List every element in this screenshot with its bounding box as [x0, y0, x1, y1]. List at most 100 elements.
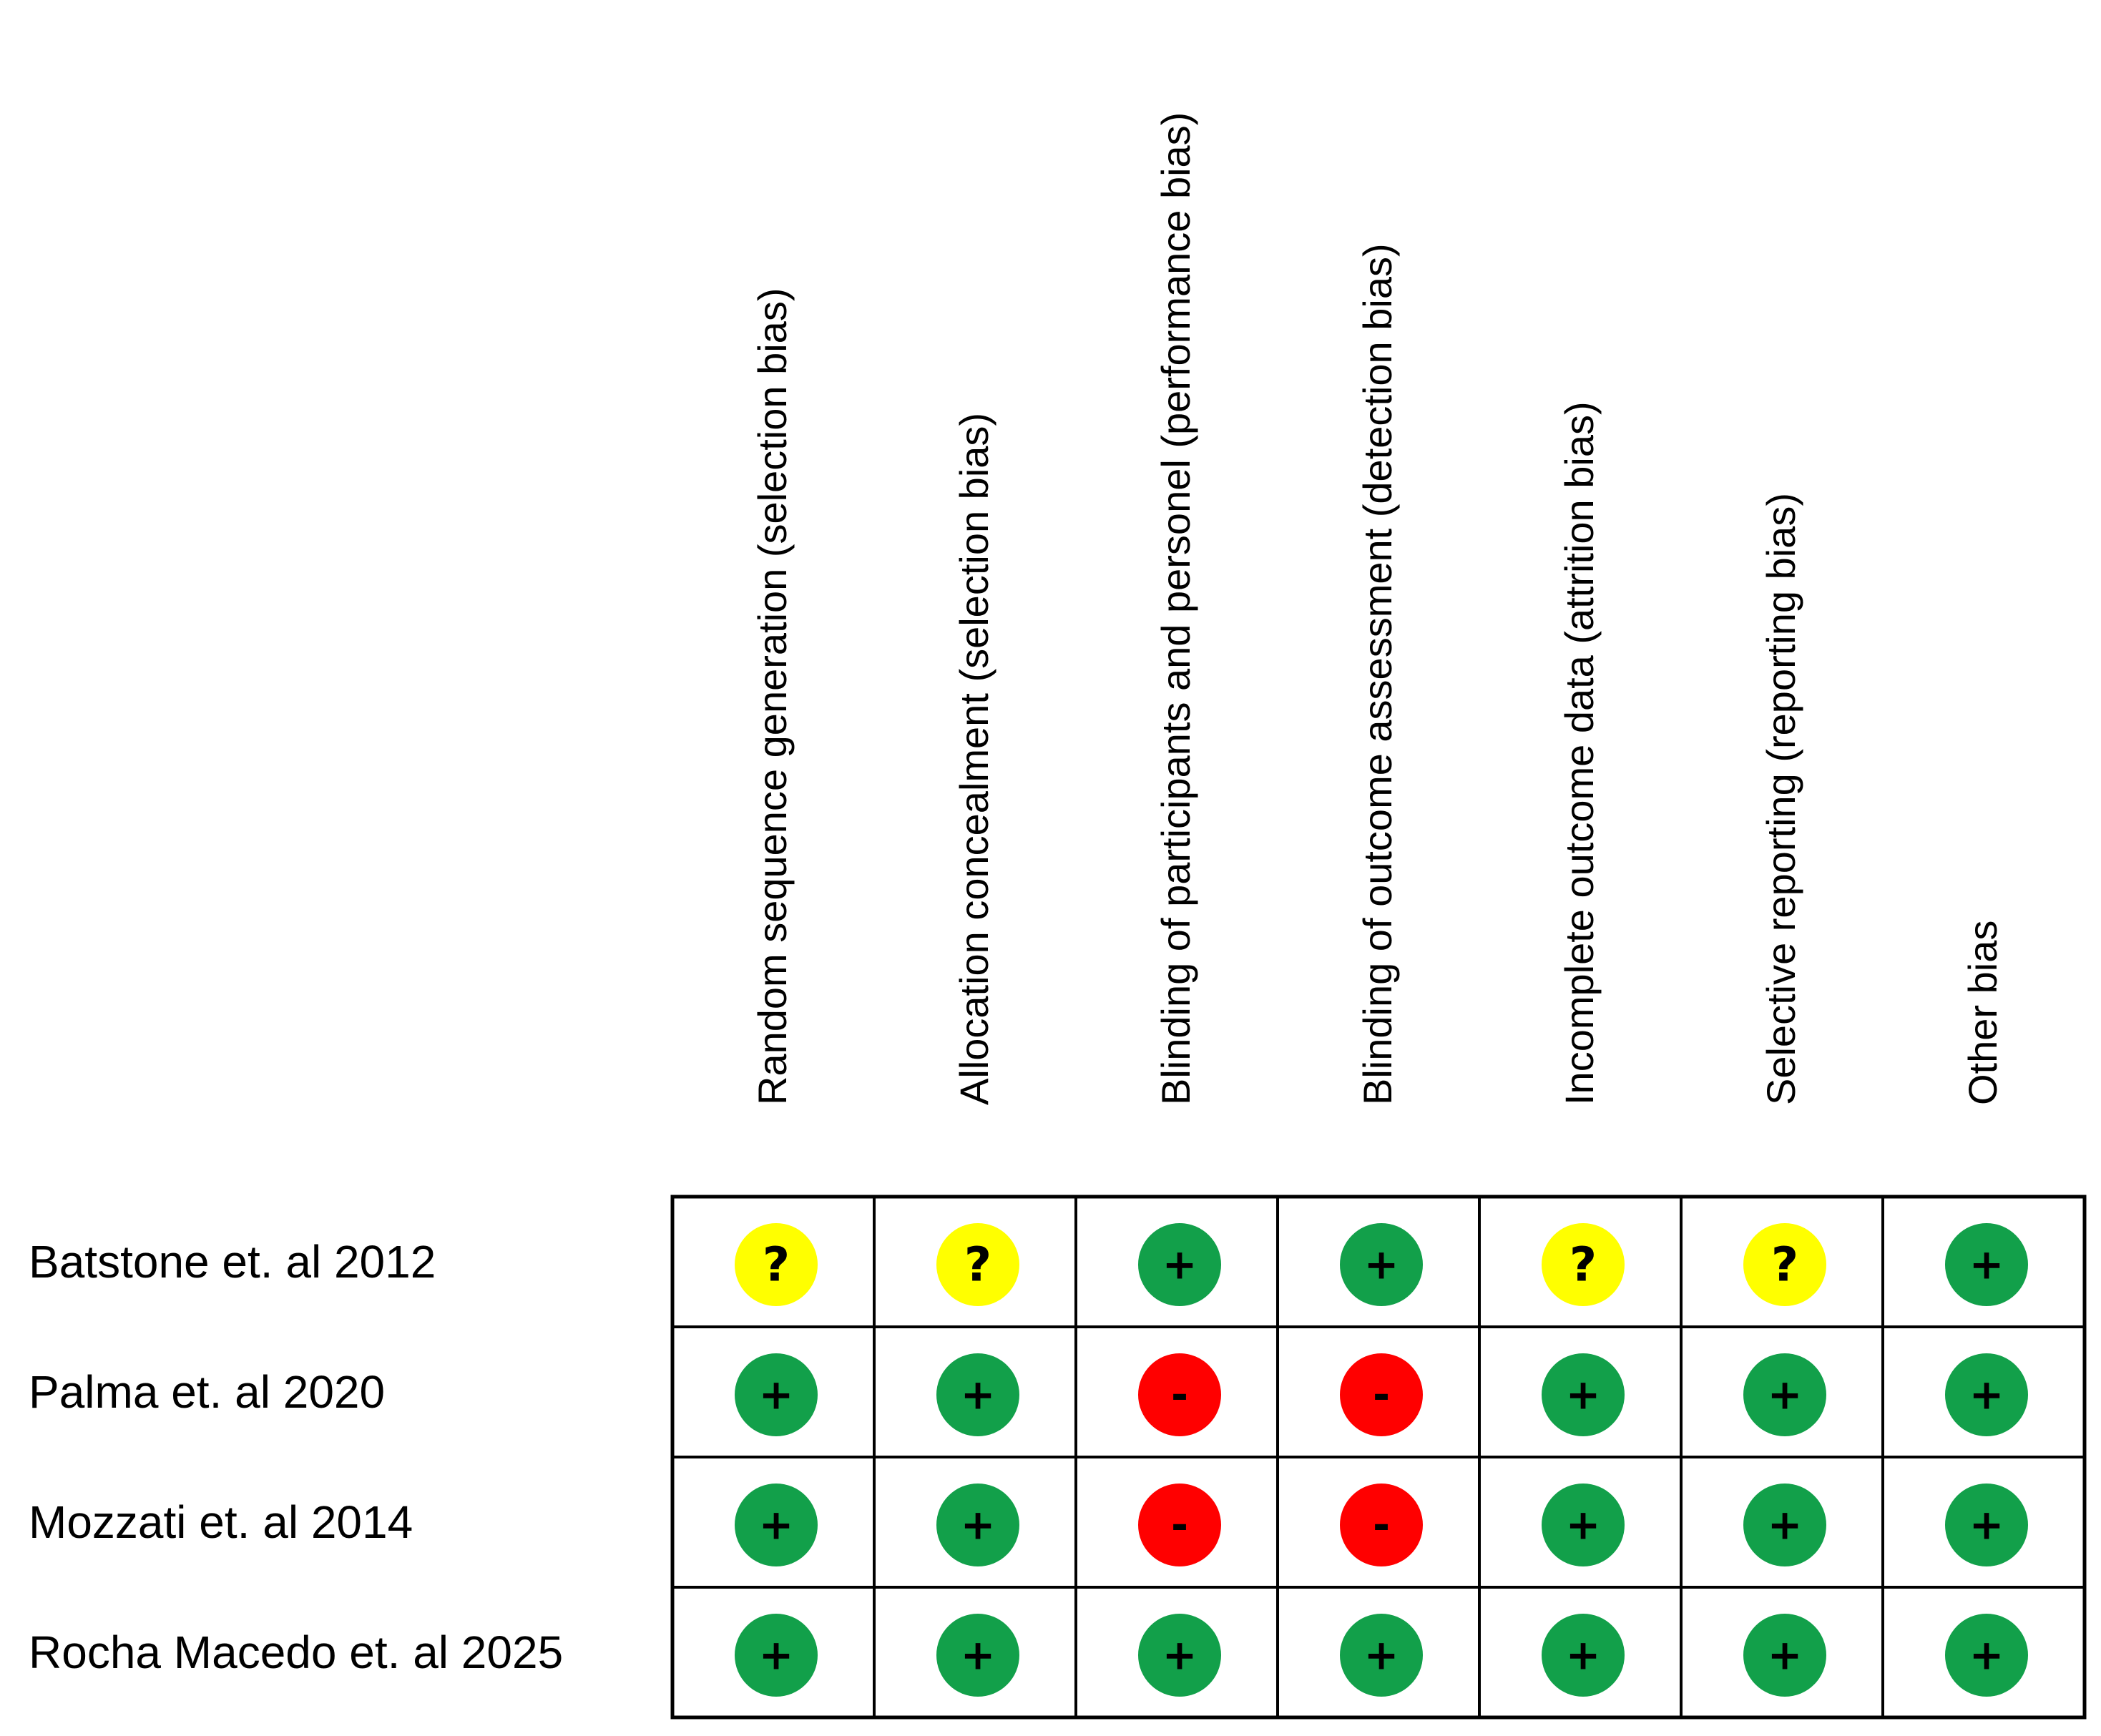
column-label-allocation-concealment-selection-bias: Allocation concealment (selection bias): [951, 413, 996, 1105]
judgement-mark-low-risk: +: [735, 1353, 818, 1436]
low-risk-symbol: +: [961, 1631, 996, 1679]
low-risk-symbol: +: [1364, 1631, 1399, 1679]
unclear-risk-circle: [1542, 1223, 1625, 1306]
high-risk-symbol: -: [1171, 1370, 1188, 1419]
column-label-blinding-of-participants-and-personel-performance-bias: Blinding of participants and personel (p…: [1153, 112, 1198, 1105]
judgement-mark-low-risk: +: [936, 1484, 1019, 1566]
row-labels: Batstone et. al 2012 Palma et. al 2020 Moz…: [29, 1236, 563, 1678]
low-risk-circle: [1945, 1223, 2028, 1306]
low-risk-circle: [735, 1484, 818, 1566]
low-risk-symbol: +: [1566, 1501, 1601, 1549]
judgement-mark-low-risk: +: [1138, 1223, 1221, 1306]
low-risk-circle: [1945, 1614, 2028, 1697]
row-label-mozzati-et-al-2014: Mozzati et. al 2014: [29, 1496, 413, 1548]
judgement-mark-low-risk: +: [1542, 1353, 1625, 1436]
judgement-mark-low-risk: +: [1945, 1484, 2028, 1566]
low-risk-circle: [1945, 1484, 2028, 1566]
judgement-marks: ?? + +?? + + + - - + + + + + - - + + + + + + + + + +: [735, 1223, 2028, 1697]
column-label-incomplete-outcome-data-attrition-bias: Incomplete outcome data (attrition bias): [1557, 401, 1602, 1105]
low-risk-circle: [1138, 1223, 1221, 1306]
judgement-mark-high-risk: -: [1138, 1353, 1221, 1436]
judgement-grid: [670, 1195, 2087, 1720]
judgement-mark-high-risk: -: [1340, 1484, 1423, 1566]
high-risk-circle: [1138, 1484, 1221, 1566]
low-risk-circle: [1340, 1223, 1423, 1306]
judgement-mark-low-risk: +: [1542, 1484, 1625, 1566]
low-risk-symbol: +: [1162, 1240, 1198, 1289]
unclear-risk-symbol: ?: [763, 1237, 790, 1292]
low-risk-circle: [1542, 1614, 1625, 1697]
judgement-mark-high-risk: -: [1138, 1484, 1221, 1566]
judgement-mark-low-risk: +: [1743, 1353, 1826, 1436]
low-risk-circle: [1743, 1484, 1826, 1566]
low-risk-symbol: +: [1162, 1631, 1198, 1679]
judgement-mark-low-risk: +: [936, 1353, 1019, 1436]
low-risk-symbol: +: [1969, 1631, 2004, 1679]
low-risk-circle: [936, 1484, 1019, 1566]
row-label-palma-et-al-2020: Palma et. al 2020: [29, 1366, 385, 1418]
low-risk-circle: [1743, 1614, 1826, 1697]
judgement-mark-unclear-risk: ?: [1743, 1223, 1826, 1306]
low-risk-circle: [1542, 1353, 1625, 1436]
unclear-risk-symbol: ?: [1771, 1237, 1798, 1292]
low-risk-symbol: +: [1768, 1501, 1803, 1549]
unclear-risk-symbol: ?: [1569, 1237, 1597, 1292]
judgement-mark-low-risk: +: [1945, 1353, 2028, 1436]
judgement-mark-low-risk: +: [1743, 1484, 1826, 1566]
low-risk-symbol: +: [1566, 1370, 1601, 1419]
low-risk-symbol: +: [1566, 1631, 1601, 1679]
judgement-mark-low-risk: +: [1945, 1223, 2028, 1306]
low-risk-circle: [1542, 1484, 1625, 1566]
judgement-mark-unclear-risk: ?: [735, 1223, 818, 1306]
low-risk-circle: [1743, 1353, 1826, 1436]
judgement-mark-low-risk: +: [1340, 1223, 1423, 1306]
low-risk-symbol: +: [759, 1501, 794, 1549]
low-risk-symbol: +: [759, 1631, 794, 1679]
low-risk-circle: [1945, 1353, 2028, 1436]
column-label-selective-reporting-reporting-bias: Selective reporting (reporting bias): [1758, 493, 1803, 1105]
judgement-mark-low-risk: +: [735, 1484, 818, 1566]
high-risk-circle: [1340, 1484, 1423, 1566]
judgement-mark-low-risk: +: [1542, 1614, 1625, 1697]
unclear-risk-circle: [735, 1223, 818, 1306]
low-risk-circle: [735, 1614, 818, 1697]
judgement-mark-unclear-risk: ?: [1542, 1223, 1625, 1306]
low-risk-circle: [936, 1614, 1019, 1697]
low-risk-circle: [1138, 1614, 1221, 1697]
low-risk-symbol: +: [1969, 1501, 2004, 1549]
row-label-rocha-macedo-et-al-2025: Rocha Macedo et. al 2025: [29, 1627, 563, 1678]
low-risk-circle: [1340, 1614, 1423, 1697]
judgement-mark-low-risk: +: [936, 1614, 1019, 1697]
judgement-mark-low-risk: +: [1340, 1614, 1423, 1697]
low-risk-symbol: +: [1969, 1240, 2004, 1289]
low-risk-symbol: +: [961, 1370, 996, 1419]
high-risk-symbol: -: [1171, 1501, 1188, 1549]
low-risk-circle: [936, 1353, 1019, 1436]
high-risk-symbol: -: [1373, 1370, 1390, 1419]
row-label-batstone-et-al-2012: Batstone et. al 2012: [29, 1236, 436, 1288]
low-risk-symbol: +: [1768, 1631, 1803, 1679]
column-label-other-bias: Other bias: [1960, 921, 2005, 1105]
judgement-mark-high-risk: -: [1340, 1353, 1423, 1436]
column-label-blinding-of-outcome-assessment-detection-bias: Blinding of outcome assessment (detectio…: [1355, 243, 1400, 1105]
low-risk-circle: [735, 1353, 818, 1436]
low-risk-symbol: +: [1768, 1370, 1803, 1419]
high-risk-circle: [1340, 1353, 1423, 1436]
low-risk-symbol: +: [1969, 1370, 2004, 1419]
unclear-risk-circle: [936, 1223, 1019, 1306]
high-risk-symbol: -: [1373, 1501, 1390, 1549]
column-labels: Random sequence generation (selection bi…: [750, 112, 2005, 1105]
judgement-mark-low-risk: +: [1138, 1614, 1221, 1697]
high-risk-circle: [1138, 1353, 1221, 1436]
low-risk-symbol: +: [759, 1370, 794, 1419]
column-label-random-sequence-generation-selection-bias: Random sequence generation (selection bi…: [750, 288, 795, 1105]
unclear-risk-circle: [1743, 1223, 1826, 1306]
low-risk-symbol: +: [961, 1501, 996, 1549]
judgement-mark-low-risk: +: [735, 1614, 818, 1697]
judgement-mark-low-risk: +: [1743, 1614, 1826, 1697]
low-risk-symbol: +: [1364, 1240, 1399, 1289]
judgement-mark-low-risk: +: [1945, 1614, 2028, 1697]
unclear-risk-symbol: ?: [964, 1237, 991, 1292]
judgement-mark-unclear-risk: ?: [936, 1223, 1019, 1306]
